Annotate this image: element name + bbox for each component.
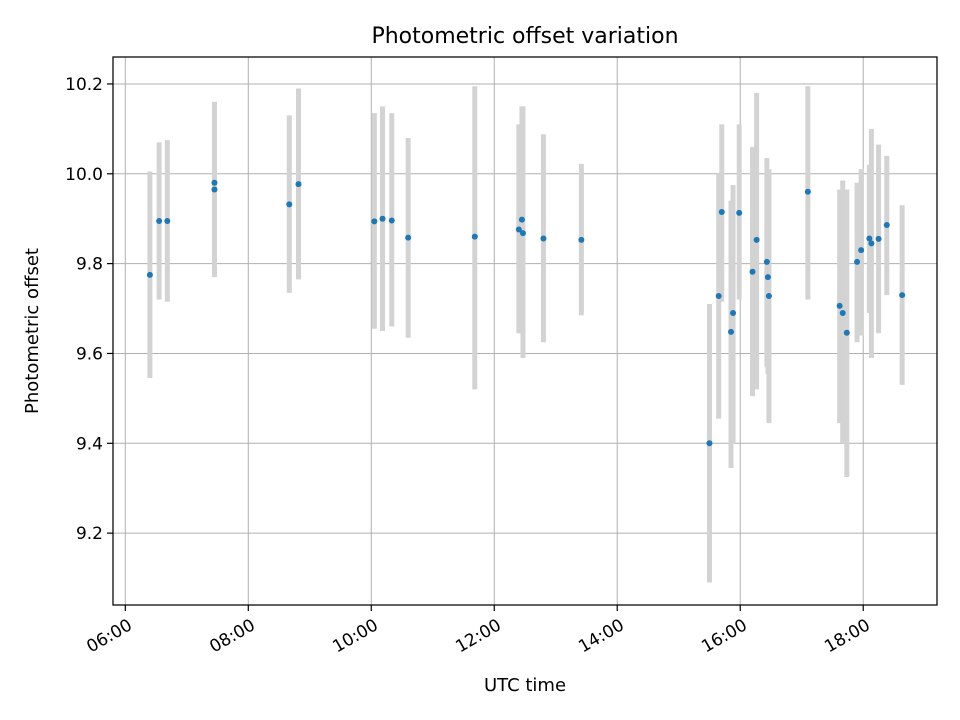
data-point [211, 186, 218, 193]
data-point [836, 302, 843, 309]
data-point [471, 233, 478, 240]
data-point [868, 240, 875, 247]
data-point [295, 181, 302, 188]
data-point [765, 292, 772, 299]
x-tick-label: 08:00 [206, 615, 258, 657]
data-point [578, 236, 585, 243]
data-point [728, 328, 734, 335]
y-tick-label: 9.8 [76, 255, 103, 275]
data-point [854, 258, 861, 265]
data-point [718, 208, 725, 215]
data-point [899, 292, 906, 299]
data-point [540, 235, 547, 242]
x-tick-label: 12:00 [452, 615, 504, 657]
x-tick-label: 10:00 [329, 615, 381, 657]
chart-title: Photometric offset variation [371, 24, 678, 49]
data-point [518, 216, 525, 223]
y-tick-label: 9.2 [76, 524, 103, 544]
data-point [388, 217, 395, 224]
data-point [730, 310, 737, 317]
data-point [736, 209, 743, 216]
x-tick-label: 14:00 [575, 615, 627, 657]
x-axis-ticks: 06:00 08:00 10:00 12:00 14:00 16:00 18:00 [83, 605, 874, 657]
data-point [749, 268, 756, 275]
data-point [164, 217, 171, 224]
data-point [764, 274, 771, 281]
plot-area-frame [112, 56, 938, 606]
data-point [843, 329, 850, 336]
data-point [371, 218, 378, 225]
data-point [763, 258, 770, 265]
data-point [146, 271, 153, 278]
data-point [715, 292, 722, 299]
data-point [858, 247, 865, 254]
x-tick-label: 16:00 [698, 615, 750, 657]
y-tick-label: 10.2 [65, 75, 103, 95]
data-point [286, 201, 293, 208]
error-bars [147, 86, 905, 583]
data-point [875, 235, 882, 242]
data-point [211, 179, 218, 186]
x-tick-label: 06:00 [83, 615, 135, 657]
data-point [883, 221, 890, 228]
data-point [804, 188, 811, 195]
data-point [515, 226, 522, 233]
data-point [405, 234, 412, 241]
y-axis-ticks: 9.2 9.4 9.6 9.8 10.0 10.2 [65, 75, 113, 544]
data-point [706, 440, 713, 447]
x-tick-label: 18:00 [821, 615, 873, 657]
data-points [146, 179, 906, 447]
y-tick-label: 9.4 [76, 434, 103, 454]
x-axis-title: UTC time [484, 675, 566, 696]
y-tick-label: 9.6 [76, 344, 103, 364]
data-point [839, 310, 846, 317]
y-tick-label: 10.0 [65, 165, 103, 185]
data-point [156, 217, 163, 224]
data-point [519, 230, 526, 237]
data-point [753, 236, 760, 243]
data-point [866, 235, 873, 242]
y-axis-title: Photometric offset [22, 248, 43, 414]
data-point [379, 215, 386, 222]
